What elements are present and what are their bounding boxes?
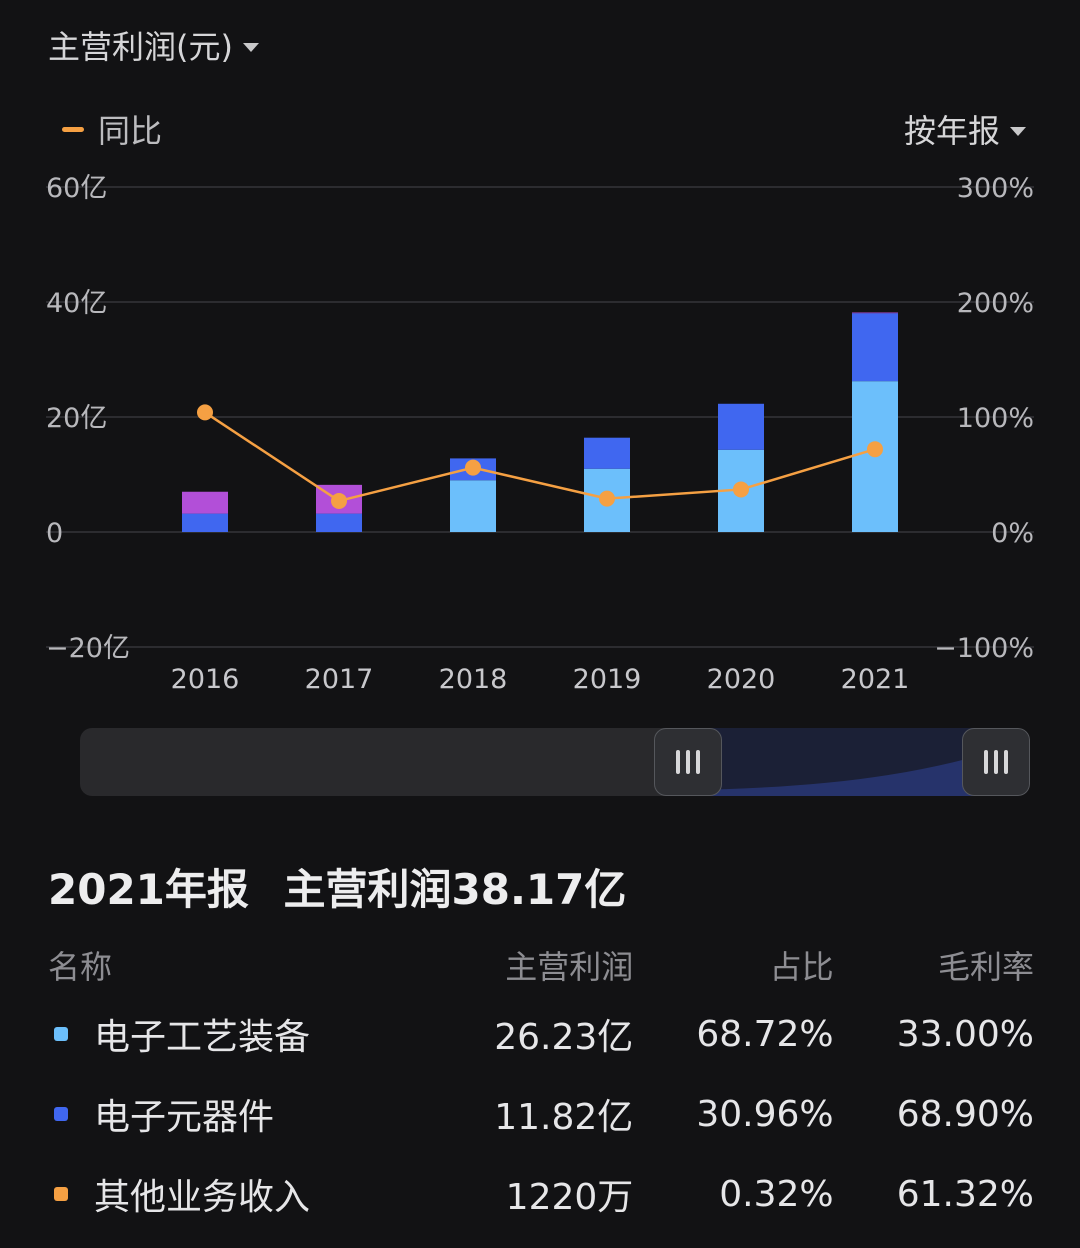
period-selector[interactable]: 按年报 — [904, 106, 1026, 152]
chart-legend: 同比 — [62, 106, 162, 152]
range-slider[interactable] — [80, 728, 1030, 796]
yoy-point — [867, 441, 883, 458]
table-row: 电子工艺装备 26.23亿 68.72% 33.00% — [48, 994, 1034, 1074]
slider-preview-area — [688, 750, 998, 796]
bar-segment — [584, 437, 630, 469]
yoy-point — [465, 459, 481, 476]
x-tick-label: 2017 — [305, 664, 374, 695]
slider-selected-window[interactable] — [688, 728, 998, 796]
col-header-profit: 主营利润 — [505, 948, 634, 986]
row-share: 68.72% — [696, 1013, 834, 1055]
legend-label-yoy: 同比 — [98, 112, 163, 150]
legend-square-icon — [54, 1027, 68, 1041]
yoy-point — [599, 490, 615, 507]
yoy-point — [197, 404, 213, 421]
slider-left-handle[interactable] — [654, 728, 722, 796]
caret-down-icon — [242, 42, 259, 52]
row-margin: 68.90% — [896, 1093, 1034, 1135]
bar-segment — [182, 513, 228, 532]
row-name: 其他业务收入 — [94, 1177, 311, 1218]
x-tick-label: 2016 — [171, 664, 240, 695]
bar-segment — [718, 403, 764, 450]
row-name: 电子元器件 — [94, 1097, 275, 1138]
y-right-tick-label: −100% — [934, 633, 1034, 664]
x-tick-label: 2021 — [841, 664, 910, 695]
table-row: 电子元器件 11.82亿 30.96% 68.90% — [48, 1074, 1034, 1154]
y-right-tick-label: 100% — [957, 403, 1034, 434]
breakdown-table: 名称 主营利润 占比 毛利率 电子工艺装备 26.23亿 68.72% 33.0… — [48, 936, 1034, 1234]
row-profit: 11.82亿 — [494, 1097, 634, 1138]
x-tick-label: 2020 — [707, 664, 776, 695]
bar-segment — [316, 513, 362, 532]
legend-square-icon — [54, 1107, 68, 1121]
slider-right-handle[interactable] — [962, 728, 1030, 796]
summary-period: 2021年报 — [48, 865, 249, 914]
y-right-tick-label: 200% — [957, 288, 1034, 319]
x-tick-label: 2018 — [439, 664, 508, 695]
bar-segment — [182, 491, 228, 514]
bar-segment — [450, 480, 496, 532]
col-header-margin: 毛利率 — [937, 948, 1034, 986]
y-left-tick-label: −20亿 — [46, 633, 130, 664]
y-left-tick-label: 40亿 — [46, 288, 107, 319]
table-row: 其他业务收入 1220万 0.32% 61.32% — [48, 1154, 1034, 1234]
yoy-point — [331, 492, 347, 509]
yoy-line — [204, 411, 876, 503]
y-left-tick-label: 20亿 — [46, 403, 107, 434]
row-profit: 1220万 — [505, 1177, 634, 1218]
row-share: 0.32% — [719, 1173, 834, 1215]
period-summary: 2021年报 主营利润38.17亿 — [48, 856, 626, 917]
yoy-point — [733, 481, 749, 498]
col-header-name: 名称 — [48, 948, 113, 986]
row-margin: 61.32% — [896, 1173, 1034, 1215]
y-left-tick-label: 60亿 — [46, 173, 107, 204]
x-tick-label: 2019 — [573, 664, 642, 695]
bar-segment — [852, 312, 898, 314]
bar-segment — [852, 313, 898, 382]
row-profit: 26.23亿 — [494, 1017, 634, 1058]
line-legend-icon — [62, 126, 84, 132]
y-right-tick-label: 300% — [957, 173, 1034, 204]
y-right-tick-label: 0% — [991, 518, 1034, 549]
grip-icon — [984, 750, 1008, 774]
caret-down-icon — [1010, 126, 1026, 136]
row-name: 电子工艺装备 — [94, 1017, 311, 1058]
period-label: 按年报 — [903, 112, 1000, 150]
row-share: 30.96% — [696, 1093, 834, 1135]
legend-square-icon — [54, 1187, 68, 1201]
grip-icon — [676, 750, 700, 774]
metric-label: 主营利润(元) — [48, 28, 233, 66]
profit-chart: 60亿 300% 40亿 200% 20亿 100% 0 0% −20亿 −100% 2016 201… — [46, 173, 1034, 695]
y-left-tick-label: 0 — [46, 518, 63, 549]
metric-selector[interactable]: 主营利润(元) — [48, 22, 259, 68]
table-header-row: 名称 主营利润 占比 毛利率 — [48, 936, 1034, 994]
col-header-share: 占比 — [769, 948, 834, 986]
summary-metric: 主营利润38.17亿 — [283, 865, 627, 914]
row-margin: 33.00% — [896, 1013, 1034, 1055]
